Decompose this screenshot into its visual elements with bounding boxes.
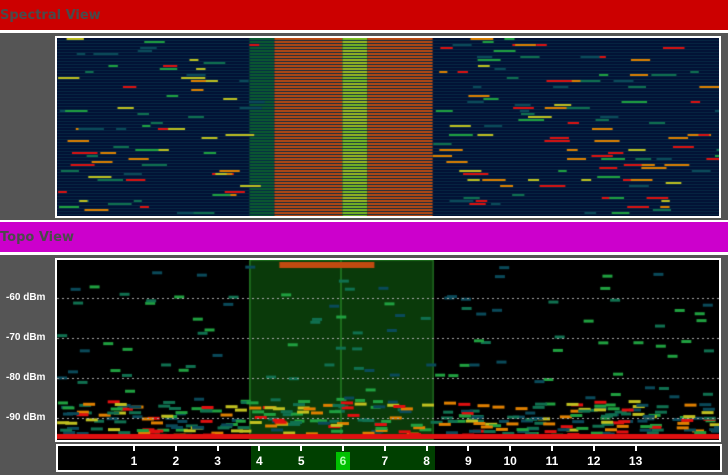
channel-tick [383,446,386,451]
dbm-label: -70 dBm [6,332,46,343]
channel-tick [551,446,553,451]
channel-label-11[interactable]: 11 [545,454,559,468]
channel-label-13[interactable]: 13 [628,454,643,468]
channel-label-9[interactable]: 9 [465,454,472,468]
channel-label-7[interactable]: 7 [381,454,389,468]
channel-label-1[interactable]: 1 [130,454,138,468]
channel-axis[interactable]: 1 2 3 4 5 6 7 8 9 10 11 12 13 [56,444,722,472]
topo-view-title: Topo View [0,230,74,245]
channel-label-10[interactable]: 10 [503,454,517,468]
channel-tick [425,446,428,451]
channel-tick [592,446,595,451]
channel-tick [258,446,261,451]
topo-view-header: Topo View [0,222,728,252]
channel-tick [342,446,344,451]
channel-label-3[interactable]: 3 [214,454,221,468]
channel-tick [300,446,303,451]
channel-label-5[interactable]: 5 [297,454,305,468]
topo-plot[interactable] [55,258,721,442]
spectral-view-header: Spectral View [0,0,728,30]
spectral-view-panel [0,33,728,220]
channel-tick [634,446,637,451]
channel-label-12[interactable]: 12 [587,454,601,468]
channel-tick [467,446,470,451]
channel-label-8[interactable]: 8 [423,454,430,468]
spectral-plot[interactable] [55,36,721,218]
dbm-label: -80 dBm [6,372,46,383]
channel-label-4[interactable]: 4 [256,454,263,468]
channel-tick [216,446,219,451]
dbm-label: -90 dBm [6,412,46,423]
channel-label-2[interactable]: 2 [172,454,180,468]
dbm-label: -60 dBm [6,292,46,303]
channel-label-6[interactable]: 6 [336,452,350,470]
spectral-view-title: Spectral View [0,8,101,23]
channel-tick [509,446,512,451]
channel-tick [133,446,135,451]
channel-tick [174,446,177,451]
topo-view-panel: -60 dBm -70 dBm -80 dBm -90 dBm [0,255,728,475]
